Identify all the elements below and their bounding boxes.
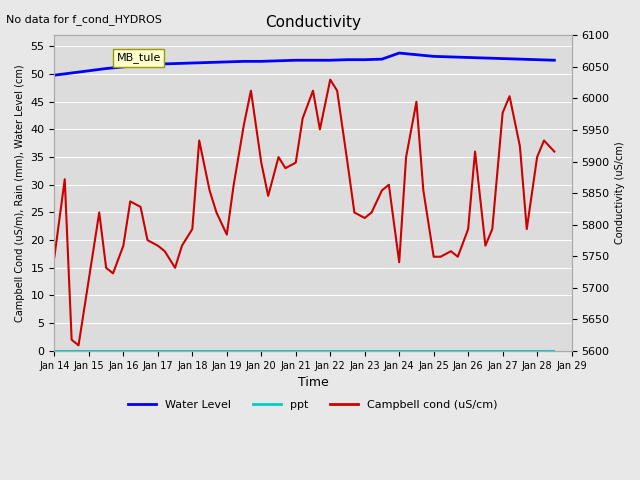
Text: MB_tule: MB_tule <box>116 53 161 63</box>
X-axis label: Time: Time <box>298 376 328 389</box>
Title: Conductivity: Conductivity <box>265 15 361 30</box>
Y-axis label: Conductivity (uS/cm): Conductivity (uS/cm) <box>615 142 625 244</box>
Y-axis label: Campbell Cond (uS/m), Rain (mm), Water Level (cm): Campbell Cond (uS/m), Rain (mm), Water L… <box>15 64 25 322</box>
Text: No data for f_cond_HYDROS: No data for f_cond_HYDROS <box>6 14 163 25</box>
Legend: Water Level, ppt, Campbell cond (uS/cm): Water Level, ppt, Campbell cond (uS/cm) <box>124 396 502 415</box>
